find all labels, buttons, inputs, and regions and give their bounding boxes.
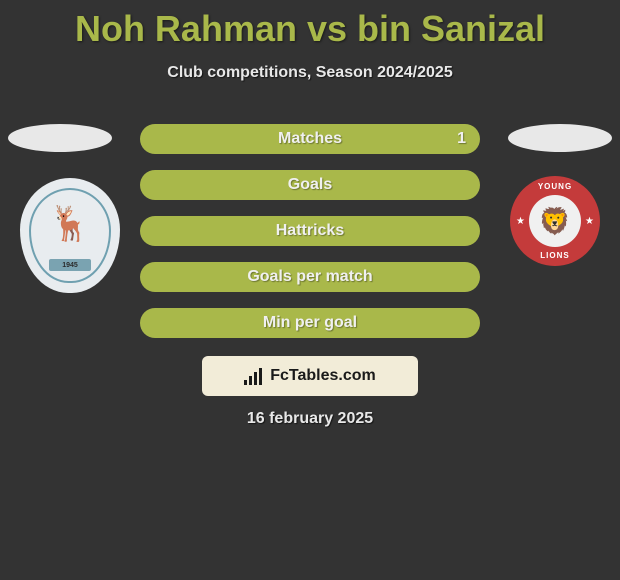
lion-icon: 🦁 — [529, 195, 581, 247]
left-team-crest: 🦌 1945 — [20, 178, 120, 293]
stat-label: Goals per match — [140, 268, 480, 286]
stat-row-min-per-goal: Min per goal — [140, 308, 480, 338]
stats-column: Matches 1 Goals Hattricks Goals per matc… — [140, 124, 480, 354]
stat-label: Hattricks — [140, 222, 480, 240]
date-text: 16 february 2025 — [0, 410, 620, 428]
stat-right-value: 1 — [457, 130, 466, 148]
stat-label: Goals — [140, 176, 480, 194]
right-avatar-placeholder — [508, 124, 612, 152]
stat-label: Matches — [140, 130, 480, 148]
brand-box[interactable]: FcTables.com — [202, 356, 418, 396]
page-title: Noh Rahman vs bin Sanizal — [0, 0, 620, 50]
subtitle: Club competitions, Season 2024/2025 — [0, 64, 620, 82]
right-team-crest: YOUNG 🦁 LIONS ★ ★ — [510, 176, 600, 266]
deer-icon: 🦌 — [49, 204, 91, 244]
crest-arc-top: YOUNG — [538, 182, 572, 191]
stat-row-goals-per-match: Goals per match — [140, 262, 480, 292]
brand-text: FcTables.com — [270, 367, 376, 385]
stat-row-matches: Matches 1 — [140, 124, 480, 154]
star-icon: ★ — [585, 216, 594, 227]
crest-year: 1945 — [62, 262, 78, 269]
stat-row-goals: Goals — [140, 170, 480, 200]
crest-arc-bottom: LIONS — [540, 251, 569, 260]
stat-row-hattricks: Hattricks — [140, 216, 480, 246]
crest-shield: 🦌 1945 — [20, 178, 120, 293]
bars-icon — [244, 368, 262, 385]
star-icon: ★ — [516, 216, 525, 227]
crest-circle: YOUNG 🦁 LIONS ★ ★ — [510, 176, 600, 266]
stat-label: Min per goal — [140, 314, 480, 332]
crest-ribbon: 1945 — [49, 259, 91, 271]
crest-inner-ring: 🦌 1945 — [29, 188, 111, 283]
left-avatar-placeholder — [8, 124, 112, 152]
